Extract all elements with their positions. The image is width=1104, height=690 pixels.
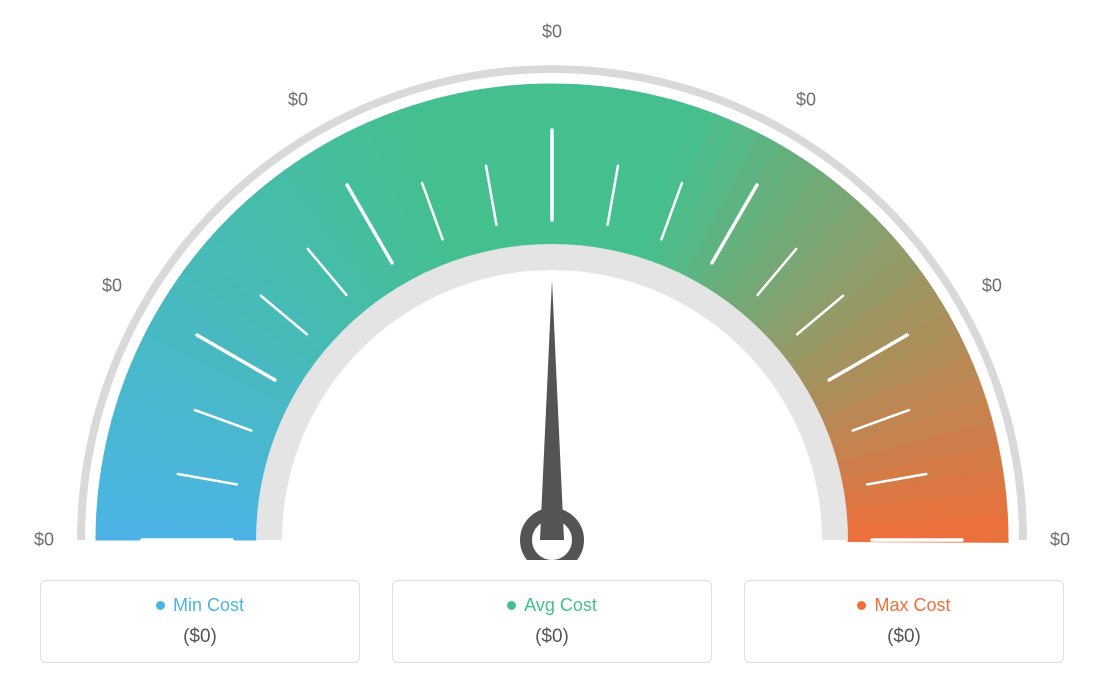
legend-title: Max Cost [857,595,950,616]
legend-title-text: Min Cost [173,595,244,616]
legend-value: ($0) [745,626,1063,648]
gauge-scale-label: $0 [288,90,308,111]
gauge-scale-label: $0 [34,530,54,551]
legend-value: ($0) [393,626,711,648]
gauge-svg [0,0,1104,560]
gauge-scale-label: $0 [796,90,816,111]
legend-title-text: Max Cost [874,595,950,616]
legend-value: ($0) [41,626,359,648]
gauge-scale-label: $0 [542,22,562,43]
legend-card: Min Cost ($0) [40,580,360,663]
legend-title-text: Avg Cost [524,595,597,616]
gauge-scale-label: $0 [102,276,122,297]
legend-title: Min Cost [156,595,244,616]
gauge-scale-label: $0 [1050,530,1070,551]
legend-card: Max Cost ($0) [744,580,1064,663]
legend-title: Avg Cost [507,595,597,616]
legend-dot-icon [156,601,165,610]
legend-dot-icon [857,601,866,610]
legend-row: Min Cost ($0) Avg Cost ($0) Max Cost ($0) [0,580,1104,663]
cost-gauge-container: $0$0$0$0$0$0$0 Min Cost($0)Avg Cost($0)M… [0,0,1104,690]
legend-dot-icon [507,601,516,610]
gauge-scale-label: $0 [982,276,1002,297]
legend-card: Avg Cost ($0) [392,580,712,663]
gauge-chart: $0 $0 $0 $0 $0 $0 $0 [0,0,1104,560]
